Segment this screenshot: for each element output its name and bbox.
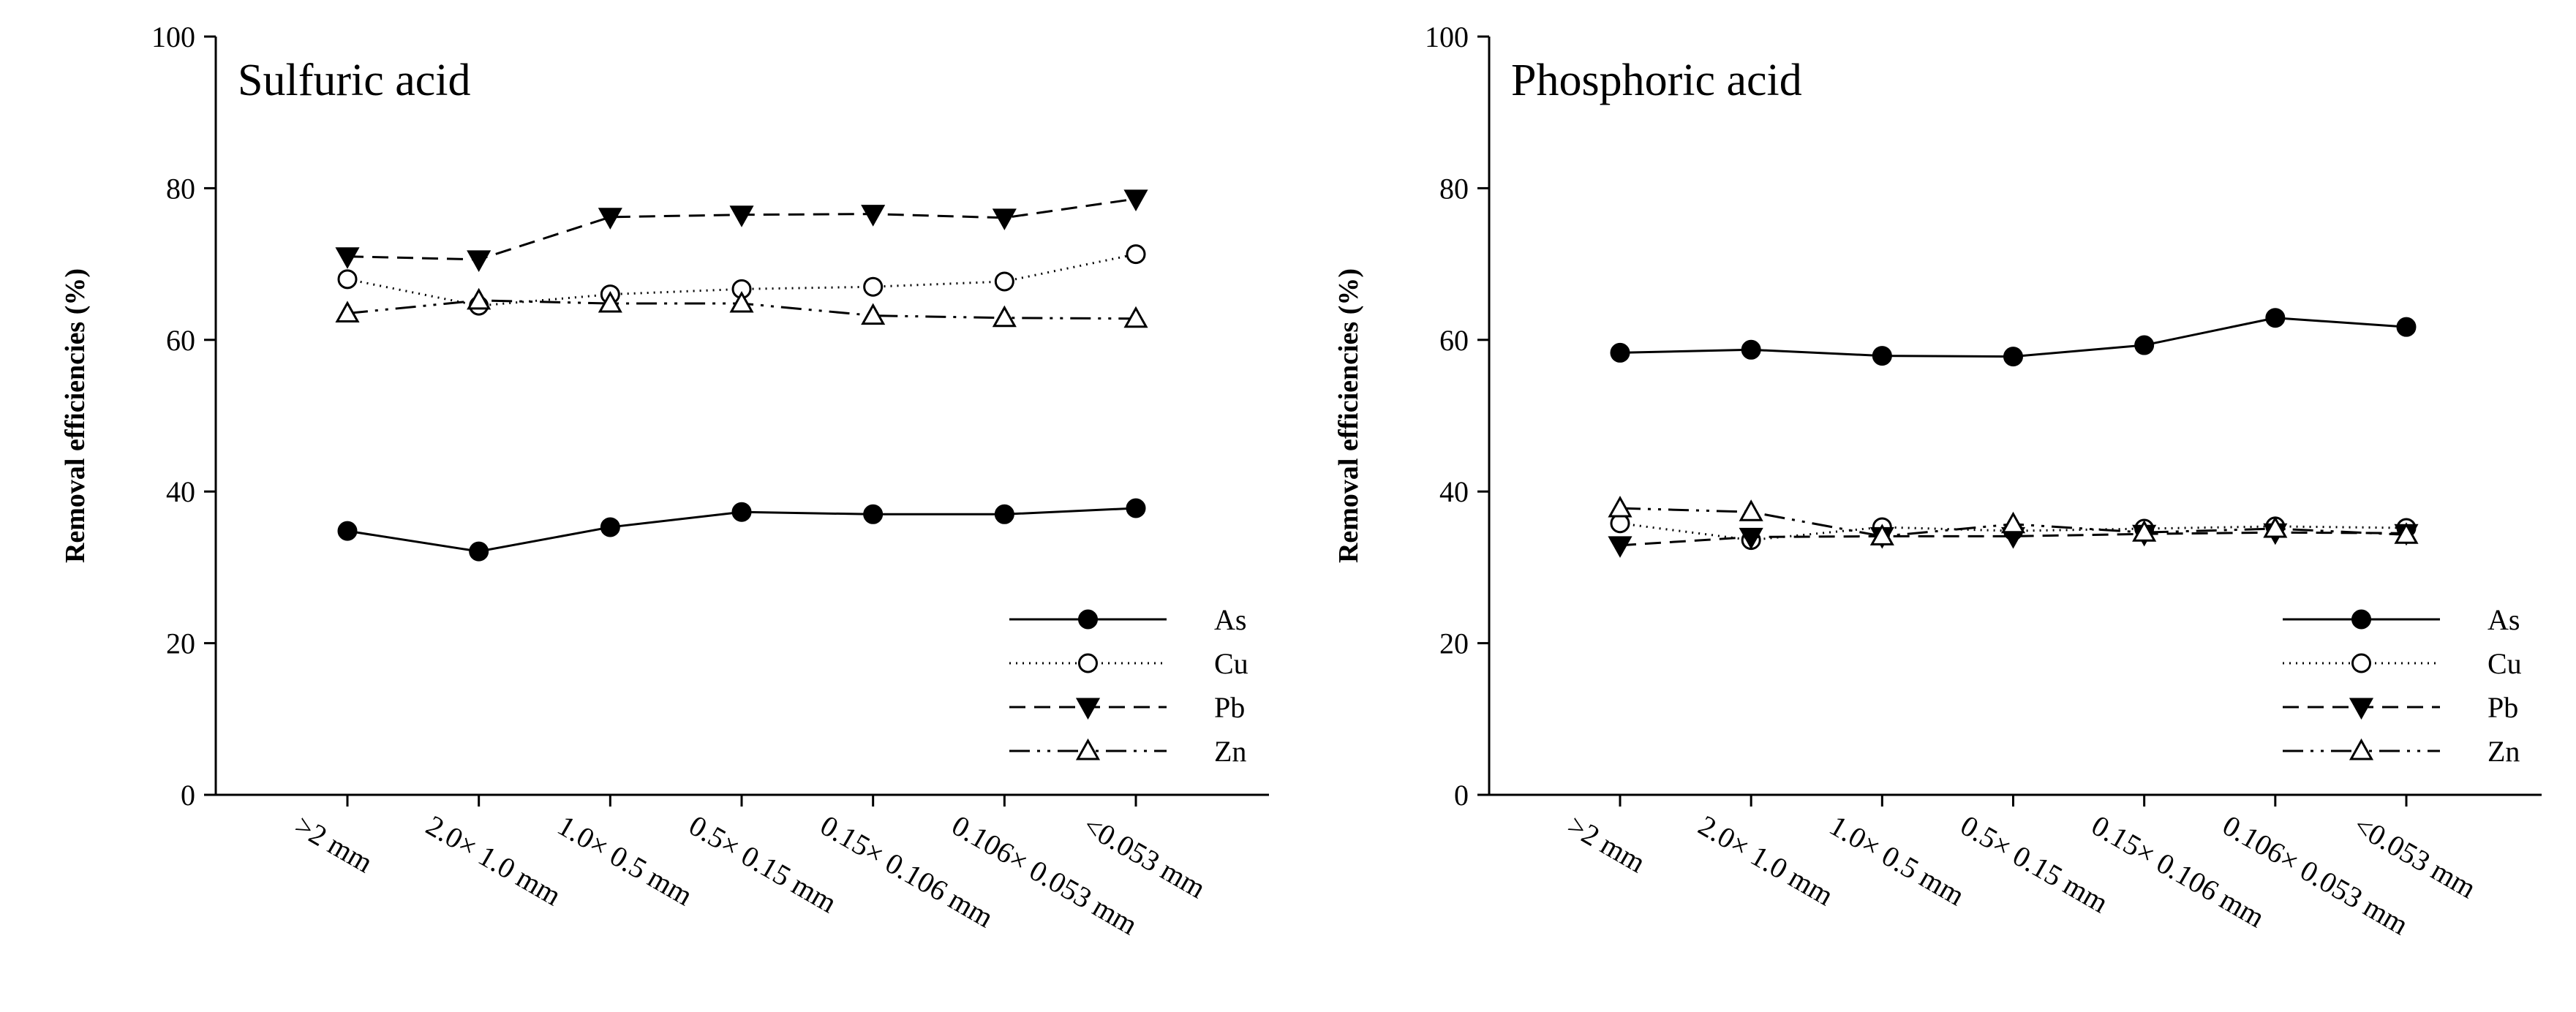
data-point-pb — [1123, 189, 1148, 211]
data-point-zn — [2000, 511, 2026, 534]
legend-marker-as — [2351, 609, 2371, 630]
data-point-pb — [1739, 527, 1763, 550]
data-point-pb — [598, 208, 622, 230]
series-as — [1610, 308, 2417, 367]
y-tick-label: 80 — [1439, 172, 1469, 205]
legend: As Cu Pb Zn — [2283, 603, 2522, 768]
data-point-pb — [335, 247, 360, 269]
y-axis-label: Removal efficiencies (%) — [1333, 268, 1364, 563]
series-pb — [335, 189, 1148, 272]
legend-label-as: As — [1214, 603, 1246, 636]
y-tick-label: 60 — [1439, 324, 1469, 357]
chart-title: Phosphoric acid — [1511, 56, 1802, 105]
data-point-zn — [335, 301, 360, 323]
data-point-as — [2396, 317, 2417, 337]
data-point-zn — [1869, 524, 1894, 545]
data-point-zn — [861, 303, 886, 325]
data-point-as — [2134, 335, 2155, 355]
data-point-as — [863, 504, 884, 524]
data-point-zn — [1608, 495, 1632, 518]
y-tick-label: 100 — [1425, 20, 1469, 53]
legend-marker-as — [1078, 609, 1098, 630]
data-point-as — [731, 502, 752, 522]
legend-label-pb: Pb — [1214, 691, 1245, 724]
data-point-pb — [861, 205, 886, 227]
y-tick-label: 40 — [166, 475, 195, 508]
legend-label-pb: Pb — [2488, 691, 2518, 724]
data-point-as — [469, 541, 489, 562]
series-zn — [335, 287, 1148, 328]
legend-label-as: As — [2488, 603, 2520, 636]
y-tick-label: 20 — [166, 627, 195, 660]
y-tick-label: 40 — [1439, 475, 1469, 508]
x-tick-label: 1.0× 0.5 mm — [1824, 809, 1970, 912]
y-tick-label: 80 — [166, 172, 195, 205]
y-tick-label: 60 — [166, 324, 195, 357]
data-point-zn — [1123, 306, 1148, 328]
data-point-pb — [729, 205, 754, 227]
legend-label-cu: Cu — [2488, 647, 2522, 680]
legend-marker-cu — [2351, 653, 2371, 673]
legend-marker-cu — [1078, 653, 1098, 673]
chart-panel-1: 0 20 40 60 80 100 >2 mm 2.0× 1.0 mm1.0× 0.5 mm0… — [60, 20, 1269, 941]
data-point-zn — [598, 290, 622, 313]
y-tick-label: 0 — [181, 779, 195, 812]
data-point-as — [1741, 339, 1761, 360]
data-point-as — [337, 521, 358, 541]
data-point-zn — [1739, 499, 1763, 521]
x-tick-label: >2 mm — [290, 809, 379, 879]
y-axis-label: Removal efficiencies (%) — [60, 268, 91, 563]
y-tick-label: 0 — [1454, 779, 1469, 812]
x-tick-label: 0.5× 0.15 mm — [1955, 809, 2114, 919]
data-point-as — [2003, 347, 2023, 367]
data-point-zn — [992, 305, 1017, 328]
data-point-pb — [1608, 536, 1632, 558]
chart-panel-2: 0 20 40 60 80 100 >2 mm 2.0× 1.0 mm1.0× 0.5 mm0… — [1333, 20, 2542, 941]
y-tick-label: 100 — [151, 20, 195, 53]
x-tick-label: >2 mm — [1562, 809, 1652, 879]
legend: As Cu Pb Zn — [1009, 603, 1249, 768]
data-point-cu — [337, 269, 358, 290]
data-point-zn — [2263, 516, 2288, 538]
data-point-as — [2265, 308, 2286, 328]
series-as — [337, 498, 1146, 562]
data-point-zn — [2132, 520, 2157, 542]
chart-title: Sulfuric acid — [238, 56, 471, 105]
legend-marker-zn — [2349, 738, 2374, 760]
data-point-cu — [1126, 244, 1146, 265]
legend-label-zn: Zn — [1214, 735, 1246, 768]
y-tick-label: 20 — [1439, 627, 1469, 660]
legend-label-zn: Zn — [2488, 735, 2520, 768]
data-point-as — [1872, 346, 1892, 366]
data-point-pb — [992, 208, 1017, 230]
data-point-zn — [2394, 522, 2419, 544]
legend-marker-pb — [1075, 698, 1101, 720]
legend-label-cu: Cu — [1214, 647, 1249, 680]
data-point-as — [994, 504, 1014, 524]
data-point-pb — [467, 250, 492, 272]
data-point-zn — [467, 287, 492, 310]
data-point-zn — [729, 290, 754, 313]
data-point-as — [1126, 498, 1146, 518]
data-point-cu — [863, 276, 884, 297]
data-point-cu — [994, 271, 1014, 292]
x-tick-label: 2.0× 1.0 mm — [421, 809, 567, 912]
x-tick-label: 2.0× 1.0 mm — [1693, 809, 1839, 912]
legend-marker-zn — [1075, 738, 1101, 760]
legend-marker-pb — [2349, 698, 2374, 720]
data-point-as — [600, 517, 620, 537]
series-zn — [1608, 495, 2419, 545]
x-tick-label: 0.5× 0.15 mm — [684, 809, 843, 919]
x-tick-label: 1.0× 0.5 mm — [552, 809, 698, 912]
data-point-as — [1610, 342, 1630, 363]
